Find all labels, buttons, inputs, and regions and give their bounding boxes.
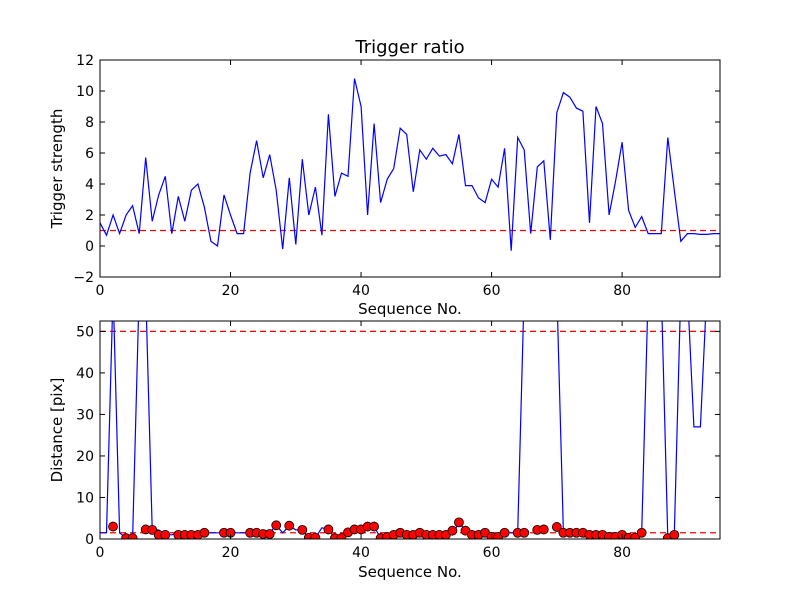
data-point bbox=[499, 527, 510, 538]
y-tick-label: 6 bbox=[85, 146, 94, 162]
y-tick-label: −2 bbox=[73, 270, 94, 286]
x-axis-label: Sequence No. bbox=[358, 563, 462, 581]
plot-area-frame bbox=[99, 320, 721, 540]
y-tick-label: 12 bbox=[76, 53, 94, 69]
x-tick-label: 20 bbox=[222, 545, 240, 561]
y-axis-ticks: 0 10 20 30 40 50 bbox=[76, 324, 720, 548]
x-tick-label: 0 bbox=[96, 283, 105, 299]
data-point bbox=[271, 520, 282, 531]
series-markers bbox=[108, 517, 680, 539]
y-axis-label: Distance [pix] bbox=[48, 378, 66, 483]
y-tick-label: 10 bbox=[76, 84, 94, 100]
x-tick-label: 60 bbox=[483, 283, 501, 299]
x-axis-label: Sequence No. bbox=[358, 300, 462, 318]
x-axis-ticks: 0 20 40 60 80 bbox=[96, 60, 631, 299]
y-tick-label: 0 bbox=[85, 239, 94, 255]
data-point bbox=[160, 529, 171, 539]
plot-area-frame bbox=[99, 59, 721, 278]
y-tick-label: 4 bbox=[85, 177, 94, 193]
y-tick-label: 20 bbox=[76, 449, 94, 465]
y-tick-label: 40 bbox=[76, 366, 94, 382]
data-point bbox=[147, 524, 158, 535]
x-tick-label: 60 bbox=[483, 545, 501, 561]
data-point bbox=[636, 527, 647, 538]
x-tick-label: 80 bbox=[613, 283, 631, 299]
data-point bbox=[297, 524, 308, 535]
x-tick-label: 80 bbox=[613, 545, 631, 561]
series-lines bbox=[100, 78, 720, 251]
data-point bbox=[551, 522, 562, 532]
data-point bbox=[127, 533, 138, 539]
y-tick-label: 0 bbox=[85, 532, 94, 548]
y-tick-label: 50 bbox=[76, 324, 94, 340]
data-point bbox=[264, 529, 275, 539]
x-axis-ticks: 0 20 40 60 80 bbox=[96, 321, 631, 561]
y-axis-label: Trigger strength bbox=[48, 109, 66, 230]
data-point bbox=[669, 529, 680, 539]
data-point bbox=[447, 525, 458, 536]
y-tick-label: 30 bbox=[76, 407, 94, 423]
x-tick-label: 0 bbox=[96, 545, 105, 561]
data-point bbox=[310, 532, 321, 539]
x-tick-label: 40 bbox=[352, 545, 370, 561]
data-point bbox=[199, 527, 210, 538]
data-point bbox=[323, 524, 334, 535]
data-point bbox=[369, 521, 380, 532]
data-point bbox=[538, 524, 549, 535]
data-point bbox=[519, 527, 530, 538]
data-point bbox=[108, 521, 118, 532]
data-point bbox=[454, 517, 464, 528]
x-tick-label: 40 bbox=[352, 283, 370, 299]
y-tick-label: 10 bbox=[76, 490, 94, 506]
y-tick-label: 2 bbox=[85, 208, 94, 224]
distance-chart: 0 20 40 60 80 0 10 20 30 40 50 Sequence No. Dista… bbox=[48, 320, 721, 581]
y-tick-label: 8 bbox=[85, 115, 94, 131]
data-point bbox=[284, 520, 295, 531]
chart-title: Trigger ratio bbox=[354, 37, 464, 58]
y-axis-ticks: −2 0 2 4 6 8 10 12 bbox=[73, 53, 720, 286]
x-tick-label: 20 bbox=[222, 283, 240, 299]
data-point bbox=[336, 533, 347, 539]
series-line bbox=[100, 78, 720, 251]
